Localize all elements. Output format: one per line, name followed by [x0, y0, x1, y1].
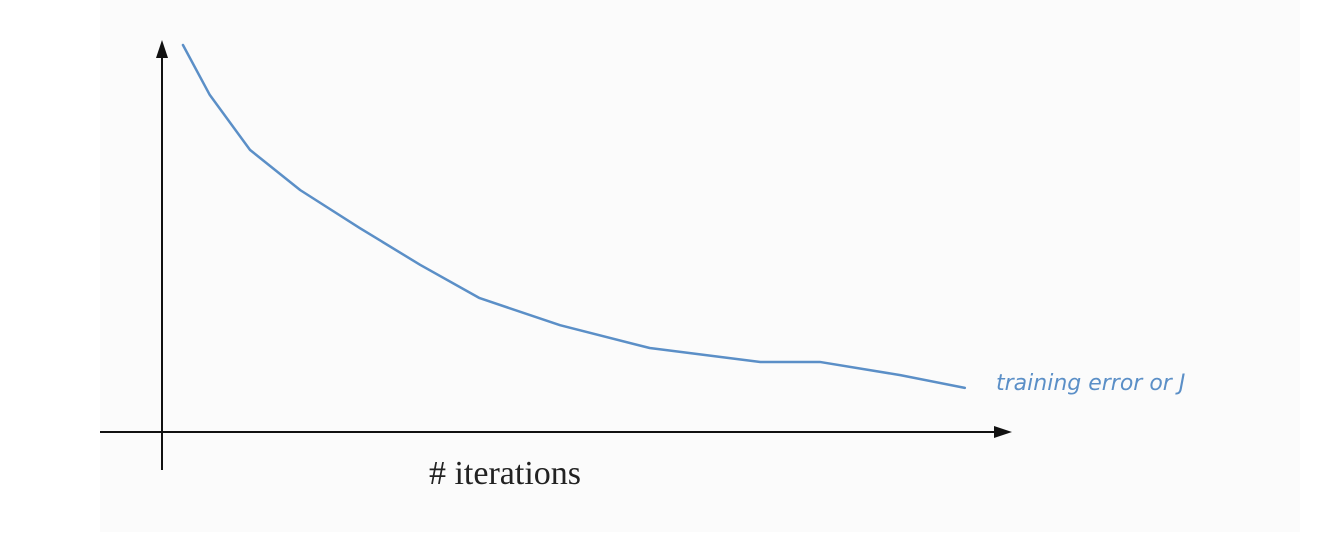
- data-line: [181, 43, 967, 390]
- slide-background: [100, 0, 1300, 532]
- annotation: training error or J: [996, 371, 1185, 396]
- y-axis-arrow: [156, 40, 168, 58]
- x-axis-arrow: [994, 426, 1012, 438]
- x-axis-label: # iterations: [429, 455, 581, 492]
